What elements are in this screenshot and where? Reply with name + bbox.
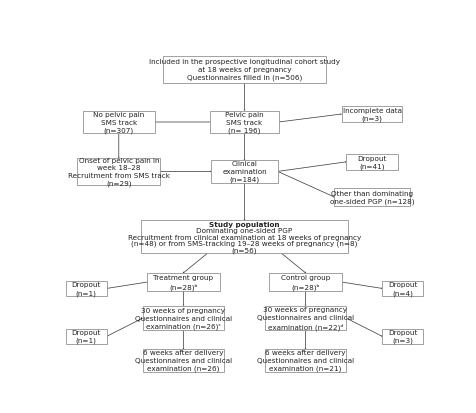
Text: Pelvic pain
SMS track
(n= 196): Pelvic pain SMS track (n= 196) bbox=[225, 112, 263, 134]
Text: 6 weeks after delivery
Questionnaires and clinical
examination (n=26): 6 weeks after delivery Questionnaires an… bbox=[135, 349, 231, 372]
FancyBboxPatch shape bbox=[82, 111, 155, 134]
Text: No pelvic pain
SMS track
(n=307): No pelvic pain SMS track (n=307) bbox=[93, 112, 144, 134]
FancyBboxPatch shape bbox=[140, 221, 347, 254]
Text: (n=48) or from SMS-tracking 19–28 weeks of pregnancy (n=8): (n=48) or from SMS-tracking 19–28 weeks … bbox=[131, 240, 357, 247]
FancyBboxPatch shape bbox=[269, 273, 341, 292]
FancyBboxPatch shape bbox=[264, 306, 346, 331]
Text: Dropout
(n=41): Dropout (n=41) bbox=[357, 155, 386, 170]
FancyBboxPatch shape bbox=[381, 281, 423, 297]
Text: Dropout
(n=4): Dropout (n=4) bbox=[387, 282, 416, 296]
FancyBboxPatch shape bbox=[65, 281, 107, 297]
FancyBboxPatch shape bbox=[77, 159, 160, 185]
Text: Dropout
(n=1): Dropout (n=1) bbox=[71, 282, 101, 296]
Text: Clinical
examination
(n=184): Clinical examination (n=184) bbox=[222, 161, 266, 183]
Text: Study population: Study population bbox=[208, 222, 279, 228]
Text: Included in the prospective longitudinal cohort study
at 18 weeks of pregnancy
Q: Included in the prospective longitudinal… bbox=[149, 59, 339, 81]
FancyBboxPatch shape bbox=[381, 329, 423, 344]
FancyBboxPatch shape bbox=[210, 111, 278, 134]
Text: Dominating one-sided PGP: Dominating one-sided PGP bbox=[196, 228, 292, 234]
FancyBboxPatch shape bbox=[163, 57, 325, 84]
FancyBboxPatch shape bbox=[142, 349, 224, 372]
Text: Recruitment from clinical examination at 18 weeks of pregnancy: Recruitment from clinical examination at… bbox=[128, 234, 360, 240]
FancyBboxPatch shape bbox=[346, 154, 397, 171]
Text: Other than dominating
one-sided PGP (n=128): Other than dominating one-sided PGP (n=1… bbox=[329, 190, 413, 204]
Text: Dropout
(n=3): Dropout (n=3) bbox=[387, 329, 416, 344]
Text: Treatment group
(n=28)ᵇ: Treatment group (n=28)ᵇ bbox=[153, 275, 213, 290]
FancyBboxPatch shape bbox=[65, 329, 107, 344]
FancyBboxPatch shape bbox=[211, 161, 277, 183]
FancyBboxPatch shape bbox=[333, 189, 409, 206]
FancyBboxPatch shape bbox=[147, 273, 219, 292]
Text: 6 weeks after delivery
Questionnaires and clinical
examination (n=21): 6 weeks after delivery Questionnaires an… bbox=[257, 349, 353, 372]
FancyBboxPatch shape bbox=[142, 306, 224, 331]
Text: Onset of pelvic pain in
week 18–28
Recruitment from SMS track
(n=29): Onset of pelvic pain in week 18–28 Recru… bbox=[68, 157, 169, 187]
Text: Incomplete data
(n=3): Incomplete data (n=3) bbox=[342, 108, 401, 122]
Text: Dropout
(n=1): Dropout (n=1) bbox=[71, 329, 101, 344]
Text: 30 weeks of pregnancy
Questionnaires and clinical
examination (n=22)ᵈ: 30 weeks of pregnancy Questionnaires and… bbox=[257, 306, 353, 330]
Text: 30 weeks of pregnancy
Questionnaires and clinical
examination (n=26)ᶜ: 30 weeks of pregnancy Questionnaires and… bbox=[135, 307, 231, 329]
FancyBboxPatch shape bbox=[341, 107, 402, 123]
Text: Control group
(n=28)ᵇ: Control group (n=28)ᵇ bbox=[280, 275, 329, 290]
FancyBboxPatch shape bbox=[264, 349, 346, 372]
Text: (n=56): (n=56) bbox=[231, 247, 257, 253]
